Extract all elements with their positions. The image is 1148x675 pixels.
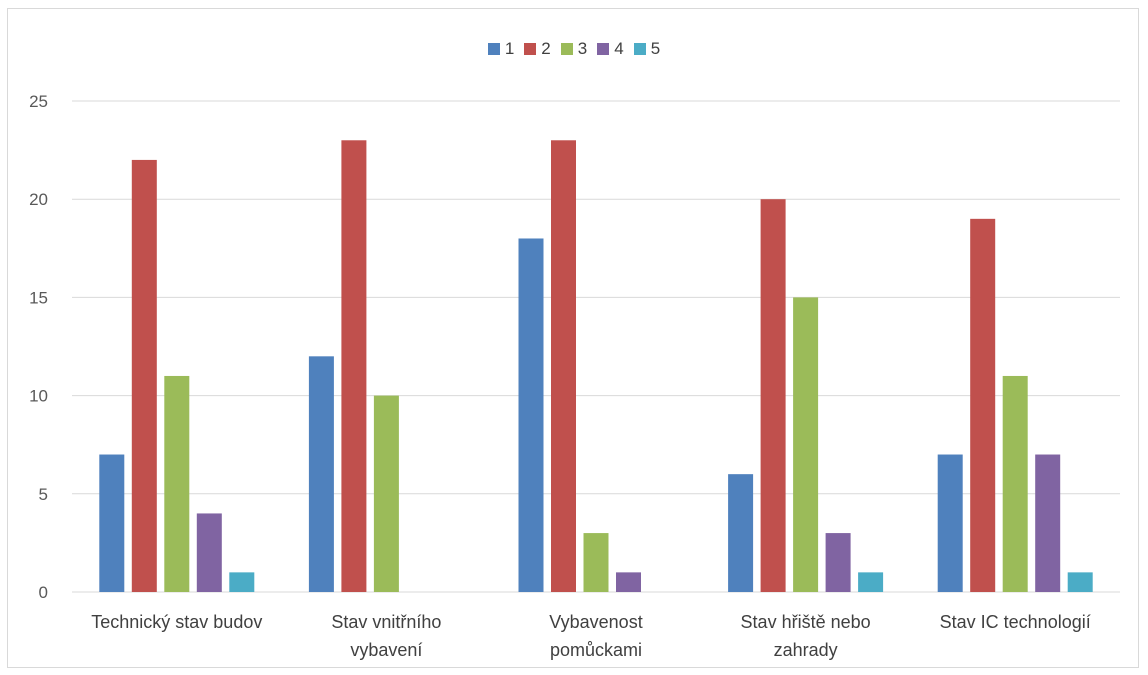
legend-label: 5 [650,39,661,58]
bar-series-2-cat-3 [551,140,576,592]
legend-item-4: 4 [597,39,624,59]
y-tick-label: 20 [29,190,48,209]
x-category-label: Vybavenost [549,612,642,632]
bar-series-2-cat-5 [970,218,996,592]
x-category-label: vybavení [350,640,422,660]
bar-series-1-cat-3 [518,238,544,593]
x-category-label: Technický stav budov [91,612,262,632]
bar-series-4-cat-4 [825,533,851,592]
bar-series-1-cat-5 [937,454,963,592]
bar-series-3-cat-1 [164,375,190,592]
bar-series-1-cat-1 [99,454,125,592]
legend-swatch [560,43,573,55]
bar-series-1-cat-4 [728,474,754,592]
y-tick-label: 5 [39,485,48,504]
legend-label: 3 [577,39,588,58]
bar-series-4-cat-3 [616,572,641,592]
legend: 1 2 3 4 5 [0,37,1148,61]
legend-swatch [487,43,500,55]
bar-series-2-cat-1 [131,159,157,593]
legend-item-5: 5 [633,39,661,59]
bar-series-3-cat-2 [373,395,399,592]
bar-series-4-cat-5 [1035,454,1061,592]
legend-item-1: 1 [487,39,515,59]
bar-series-5-cat-4 [858,572,884,592]
bar-series-3-cat-3 [583,533,609,592]
x-category-label: Stav hřiště nebo [741,612,871,632]
legend-swatch [524,43,537,55]
x-category-label: zahrady [774,640,838,660]
legend-label: 1 [504,39,515,58]
legend-label: 2 [541,39,551,58]
legend-item-3: 3 [560,39,588,59]
legend-swatch [633,43,646,55]
chart-frame [7,8,1139,668]
bar-series-3-cat-5 [1002,375,1028,592]
bar-series-4-cat-1 [196,513,222,592]
bar-series-3-cat-4 [793,297,819,592]
bar-series-2-cat-4 [760,199,786,592]
y-tick-label: 15 [29,288,48,307]
bar-series-5-cat-1 [229,572,255,592]
bar-series-1-cat-2 [308,356,334,592]
legend-label: 4 [614,39,624,58]
y-tick-label: 0 [39,583,48,602]
bar-series-2-cat-2 [341,140,367,592]
legend-item-2: 2 [524,39,551,59]
x-category-label: Stav vnitřního [331,612,441,632]
bar-series-5-cat-5 [1067,572,1093,592]
x-category-label: pomůckami [550,640,642,660]
x-category-label: Stav IC technologií [940,612,1091,632]
y-tick-label: 10 [29,387,48,406]
legend-swatch [597,43,610,55]
y-tick-label: 25 [29,92,48,111]
